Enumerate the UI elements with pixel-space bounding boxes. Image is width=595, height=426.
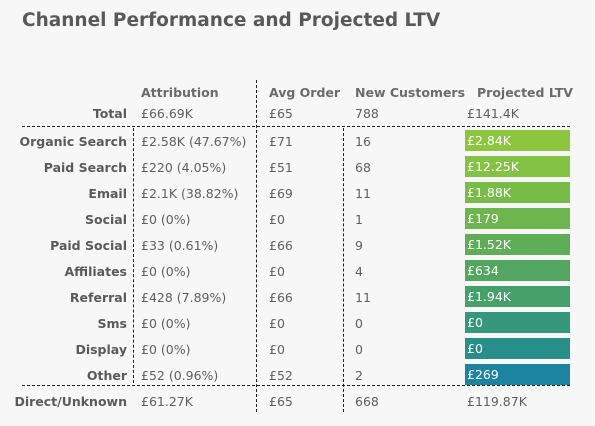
attribution-cell: £0 (0%): [141, 212, 191, 227]
new-customers-cell: 11: [355, 186, 371, 201]
projected-ltv-bar: £179: [465, 208, 570, 229]
new-customers-cell: 0: [355, 316, 363, 331]
projected-ltv-bar: £269: [465, 364, 570, 385]
attribution-cell: £0 (0%): [141, 316, 191, 331]
table-row: Other £52 (0.96%) £52 2 £269: [0, 364, 595, 388]
column-header-projected-ltv: Projected LTV: [477, 85, 573, 100]
attribution-cell: £52 (0.96%): [141, 368, 219, 383]
channel-label: Organic Search: [19, 134, 127, 149]
new-customers-cell: 0: [355, 342, 363, 357]
table-row: Paid Search £220 (4.05%) £51 68 £12.25K: [0, 156, 595, 180]
total-attribution: £66.69K: [141, 106, 193, 121]
table-row: Sms £0 (0%) £0 0 £0: [0, 312, 595, 336]
projected-ltv-bar: £1.52K: [465, 234, 570, 255]
channel-label: Email: [88, 186, 127, 201]
avg-order-cell: £51: [269, 160, 293, 175]
table-row: Referral £428 (7.89%) £66 11 £1.94K: [0, 286, 595, 310]
channel-label: Sms: [97, 316, 127, 331]
channel-label: Affiliates: [64, 264, 127, 279]
column-header-new-customers: New Customers: [355, 85, 466, 100]
divider-bottom: [22, 385, 570, 386]
attribution-cell: £0 (0%): [141, 264, 191, 279]
new-customers-cell: 16: [355, 134, 371, 149]
new-customers-cell: 4: [355, 264, 363, 279]
attribution-cell: £2.58K (47.67%): [141, 134, 247, 149]
new-customers-cell: 1: [355, 212, 363, 227]
column-divider-1: [133, 128, 134, 383]
attribution-cell: £33 (0.61%): [141, 238, 219, 253]
avg-order-cell: £52: [269, 368, 293, 383]
projected-ltv-bar: £12.25K: [465, 156, 570, 177]
table-row: Email £2.1K (38.82%) £69 11 £1.88K: [0, 182, 595, 206]
avg-order-cell: £0: [269, 316, 285, 331]
table-row: Organic Search £2.58K (47.67%) £71 16 £2.84K: [0, 130, 595, 154]
table-row: Paid Social £33 (0.61%) £66 9 £1.52K: [0, 234, 595, 258]
table-row: Affiliates £0 (0%) £0 4 £634: [0, 260, 595, 284]
avg-order-cell: £69: [269, 186, 293, 201]
column-header-attribution: Attribution: [141, 85, 219, 100]
total-label: Total: [92, 106, 127, 121]
total-new-customers: 788: [355, 106, 379, 121]
new-customers-cell: 11: [355, 290, 371, 305]
direct-unknown-label: Direct/Unknown: [14, 394, 127, 409]
channel-label: Paid Social: [50, 238, 127, 253]
channel-label: Paid Search: [43, 160, 127, 175]
channel-label: Social: [84, 212, 127, 227]
table-row: Display £0 (0%) £0 0 £0: [0, 338, 595, 362]
avg-order-cell: £71: [269, 134, 293, 149]
attribution-cell: £0 (0%): [141, 342, 191, 357]
avg-order-cell: £0: [269, 212, 285, 227]
column-divider-3: [343, 128, 344, 412]
divider-top: [22, 126, 570, 127]
new-customers-cell: 68: [355, 160, 371, 175]
direct-unknown-avg-order: £65: [269, 394, 293, 409]
table-row: Social £0 (0%) £0 1 £179: [0, 208, 595, 232]
channel-label: Other: [86, 368, 127, 383]
attribution-cell: £220 (4.05%): [141, 160, 227, 175]
channel-label: Referral: [69, 290, 127, 305]
avg-order-cell: £66: [269, 238, 293, 253]
column-divider-2: [256, 80, 257, 412]
column-header-avg-order: Avg Order: [269, 85, 341, 100]
direct-unknown-row: Direct/Unknown £61.27K £65 668 £119.87K: [0, 390, 595, 414]
avg-order-cell: £0: [269, 264, 285, 279]
total-projected-ltv: £141.4K: [467, 106, 519, 121]
projected-ltv-bar: £2.84K: [465, 130, 570, 151]
total-row: Total £66.69K £65 788 £141.4K: [0, 102, 595, 126]
avg-order-cell: £0: [269, 342, 285, 357]
direct-unknown-new-customers: 668: [355, 394, 379, 409]
attribution-cell: £2.1K (38.82%): [141, 186, 239, 201]
projected-ltv-bar: £0: [465, 312, 570, 333]
new-customers-cell: 9: [355, 238, 363, 253]
projected-ltv-bar: £634: [465, 260, 570, 281]
attribution-cell: £428 (7.89%): [141, 290, 227, 305]
page-title: Channel Performance and Projected LTV: [22, 10, 441, 31]
projected-ltv-bar: £0: [465, 338, 570, 359]
projected-ltv-bar: £1.94K: [465, 286, 570, 307]
channel-label: Display: [75, 342, 127, 357]
direct-unknown-attribution: £61.27K: [141, 394, 193, 409]
direct-unknown-projected-ltv: £119.87K: [467, 394, 527, 409]
avg-order-cell: £66: [269, 290, 293, 305]
projected-ltv-bar: £1.88K: [465, 182, 570, 203]
new-customers-cell: 2: [355, 368, 363, 383]
total-avg-order: £65: [269, 106, 293, 121]
